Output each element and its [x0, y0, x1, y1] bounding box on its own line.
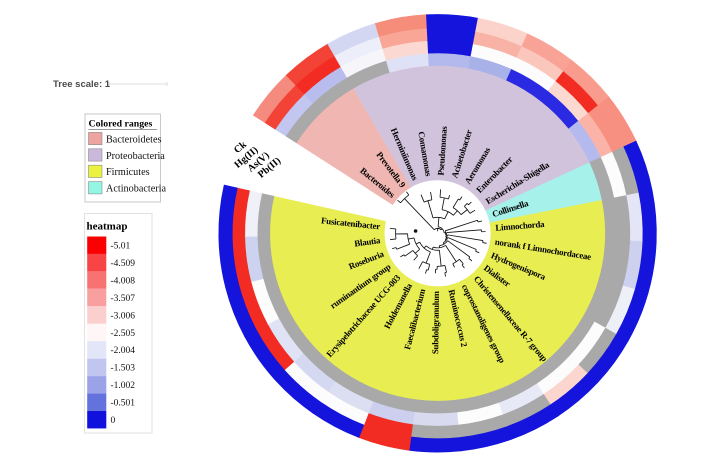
- svg-text:Subdoligranulum: Subdoligranulum: [430, 290, 441, 354]
- svg-text:0: 0: [111, 416, 116, 426]
- svg-text:Proteobacteria: Proteobacteria: [106, 151, 165, 162]
- svg-text:Bacteroidetes: Bacteroidetes: [106, 134, 161, 145]
- svg-text:-4.008: -4.008: [111, 276, 136, 286]
- svg-text:Blautia: Blautia: [354, 235, 382, 248]
- svg-text:Colored ranges: Colored ranges: [89, 119, 153, 130]
- svg-text:-1.503: -1.503: [111, 364, 136, 374]
- svg-text:Actinobacteria: Actinobacteria: [106, 184, 166, 195]
- svg-text:Tree scale: 1: Tree scale: 1: [53, 79, 111, 90]
- svg-text:Pseudomonas: Pseudomonas: [436, 125, 449, 175]
- svg-text:-4.509: -4.509: [111, 259, 136, 269]
- svg-text:-2.004: -2.004: [111, 346, 136, 356]
- svg-text:-0.501: -0.501: [111, 399, 136, 409]
- svg-text:-5.01: -5.01: [111, 242, 131, 252]
- svg-text:-2.505: -2.505: [111, 329, 136, 339]
- svg-text:-3.006: -3.006: [111, 311, 136, 321]
- svg-text:Firmicutes: Firmicutes: [106, 167, 150, 178]
- svg-text:-3.507: -3.507: [111, 294, 136, 304]
- svg-text:heatmap: heatmap: [87, 221, 128, 233]
- svg-text:-1.002: -1.002: [111, 381, 136, 391]
- svg-text:Limnochorda: Limnochorda: [495, 219, 545, 233]
